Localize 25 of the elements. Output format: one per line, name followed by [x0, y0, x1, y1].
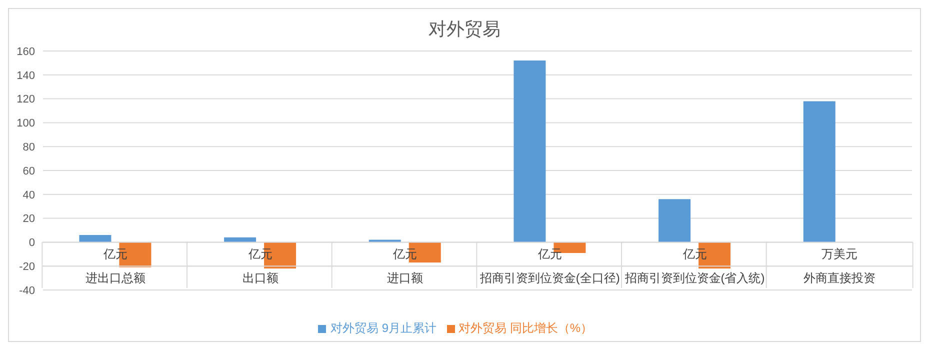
y-tick-label: 0 — [28, 237, 35, 250]
y-tick-label: 40 — [22, 189, 35, 202]
y-tick-label: 20 — [22, 213, 35, 226]
bar — [514, 60, 546, 242]
x-tick-label: 招商引资到位资金(省入统) — [624, 271, 765, 286]
x-tick-label: 外商直接投资 — [804, 271, 876, 286]
legend-label: 对外贸易 同比增长（%） — [458, 321, 593, 335]
bar — [79, 235, 112, 242]
x-tick-label: 进出口总额 — [85, 271, 146, 286]
y-tick-label: 160 — [16, 46, 35, 58]
x-tick-label: 出口额 — [242, 271, 278, 286]
legend-label: 对外贸易 9月止累计 — [330, 321, 436, 335]
chart-title: 对外贸易 — [428, 18, 502, 41]
annotation: 万美元 — [822, 247, 858, 262]
bar — [803, 101, 836, 242]
x-tick-label: 招商引资到位资金(全口径) — [478, 271, 620, 286]
x-tick-label: 进口额 — [387, 271, 424, 286]
y-tick-label: 60 — [22, 165, 35, 178]
y-tick-label: -20 — [19, 261, 35, 274]
y-tick-label: 100 — [16, 118, 35, 130]
bar — [658, 199, 691, 242]
y-tick-label: -40 — [19, 284, 35, 297]
y-tick-label: 80 — [22, 142, 35, 154]
y-tick-label: 140 — [16, 70, 35, 82]
y-tick-label: 120 — [16, 94, 35, 106]
